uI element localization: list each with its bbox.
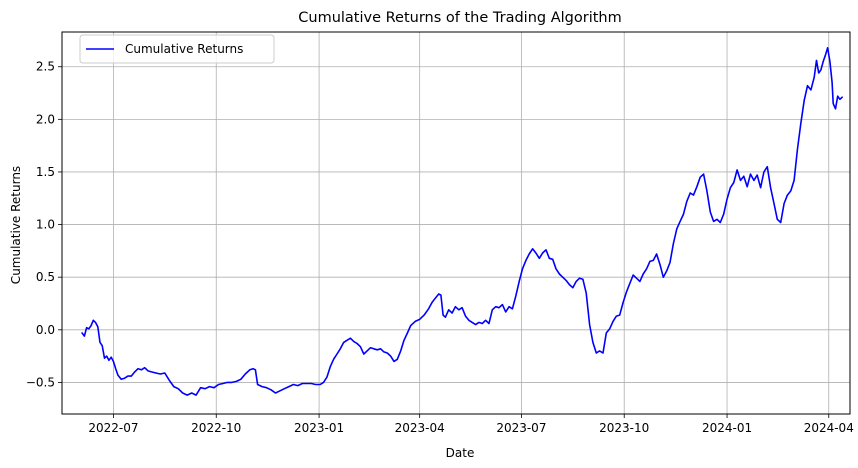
grid	[62, 32, 850, 414]
x-tick-label: 2023-07	[496, 421, 546, 435]
series-layer	[81, 46, 844, 396]
legend-box	[79, 34, 275, 64]
x-tick-label: 2022-10	[191, 421, 241, 435]
x-tick-label: 2024-04	[804, 421, 854, 435]
x-tick-label: 2022-07	[88, 421, 138, 435]
chart-title: Cumulative Returns of the Trading Algori…	[298, 10, 621, 26]
y-axis-title: Cumulative Returns	[9, 166, 23, 284]
y-tick-label: −0.5	[26, 375, 55, 389]
legend: Cumulative Returns	[79, 34, 275, 64]
x-tick-label: 2023-01	[294, 421, 344, 435]
x-axis-title: Date	[446, 446, 475, 460]
x-tick-label: 2023-10	[599, 421, 649, 435]
plot-frame	[61, 31, 851, 415]
y-tick-label: 1.0	[36, 218, 55, 232]
y-tick-label: 0.0	[36, 323, 55, 337]
axis-ticks: 2022-07 2022-10 2023-01 2023-04 2023-07 2023-…	[26, 60, 854, 435]
y-tick-label: 2.5	[36, 60, 55, 74]
y-tick-label: 0.5	[36, 270, 55, 284]
y-tick-label: 2.0	[36, 112, 55, 126]
y-tick-label: 1.5	[36, 165, 55, 179]
legend-label-cumulative-returns: Cumulative Returns	[125, 42, 243, 56]
x-tick-label: 2023-04	[395, 421, 445, 435]
series-line-cumulative-returns	[81, 46, 844, 396]
x-tick-label: 2024-01	[702, 421, 752, 435]
